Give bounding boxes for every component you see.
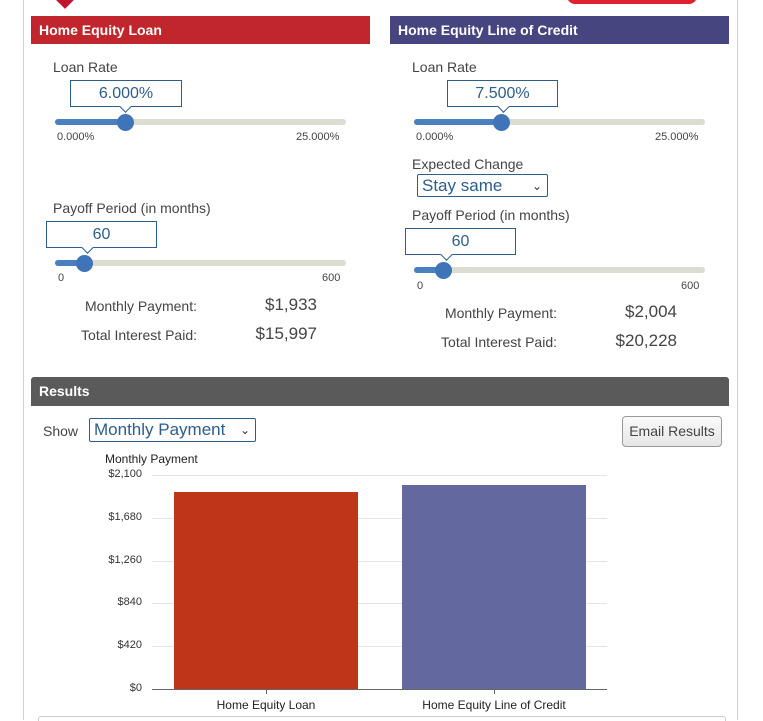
heloan-rate-max: 25.000% [296, 131, 340, 143]
chart-x-tick-label: Home Equity Loan [216, 698, 316, 712]
heloc-rate-max: 25.000% [655, 131, 699, 143]
heloan-rate-label: Loan Rate [53, 59, 118, 75]
heloan-period-min: 0 [58, 272, 65, 284]
frame-border-right [737, 0, 738, 720]
heloc-period-max: 600 [681, 280, 700, 292]
heloc-period-slider-fill [414, 267, 444, 273]
chevron-down-icon: ⌄ [531, 179, 542, 193]
chart-bar-home-equity-loan[interactable] [174, 492, 358, 689]
chart-x-axis [152, 689, 607, 690]
chart-gridline [152, 646, 607, 648]
heloc-header: Home Equity Line of Credit [390, 16, 729, 44]
show-select-value: Monthly Payment [94, 420, 226, 439]
heloc-period-slider-track[interactable] [414, 267, 705, 273]
bottom-panel-edge [38, 716, 726, 721]
chart-y-tick-label: $1,260 [108, 553, 142, 566]
heloc-monthly-value: $2,004 [625, 302, 677, 321]
chart-gridline [152, 475, 607, 476]
chart-gridline [152, 560, 607, 562]
heloc-period-min: 0 [417, 280, 424, 292]
heloc-change-select[interactable]: Stay same ⌄ [417, 174, 548, 197]
chart-y-tick-label: $840 [117, 596, 142, 609]
heloan-monthly-label: Monthly Payment: [84, 298, 197, 314]
heloc-rate-slider-fill [414, 119, 502, 125]
heloc-interest-label: Total Interest Paid: [441, 334, 557, 350]
heloc-change-label: Expected Change [412, 156, 524, 172]
heloc-monthly-label: Monthly Payment: [444, 305, 557, 321]
heloan-interest-label: Total Interest Paid: [81, 327, 197, 343]
show-label: Show [43, 423, 79, 439]
heloc-rate-label: Loan Rate [412, 59, 477, 75]
heloc-period-slider-handle[interactable] [435, 262, 453, 279]
heloc-period-label: Payoff Period (in months) [412, 207, 570, 223]
heloan-rate-min: 0.000% [57, 131, 95, 143]
heloc-interest-value: $20,228 [615, 331, 677, 350]
chart-y-tick-label: $2,100 [108, 468, 142, 480]
heloc-rate-slider-track[interactable] [414, 119, 705, 125]
chart-y-tick-label: $1,680 [108, 510, 142, 523]
heloan-rate-slider-fill [55, 119, 125, 125]
heloan-period-slider-handle[interactable] [76, 255, 94, 272]
chart-bar-home-equity-line-of-credit[interactable] [402, 484, 586, 689]
heloan-period-max: 600 [322, 272, 341, 284]
show-select[interactable]: Monthly Payment ⌄ [89, 418, 256, 442]
chart-x-tick-label: Home Equity Line of Credit [422, 698, 566, 712]
chart-y-tick-label: $0 [129, 682, 142, 694]
heloan-monthly-value: $1,933 [265, 295, 317, 314]
chart-title: Monthly Payment [105, 452, 198, 466]
email-results-button[interactable]: Email Results [622, 416, 722, 447]
heloan-period-value[interactable]: 60 [46, 221, 157, 248]
results-header: Results [31, 377, 729, 406]
heloan-period-label: Payoff Period (in months) [53, 200, 211, 216]
chart-y-tick-label: $420 [117, 639, 142, 652]
top-marker-icon [55, 0, 75, 9]
heloan-period-slider-track[interactable] [55, 260, 346, 266]
heloc-period-value[interactable]: 60 [405, 228, 516, 255]
heloc-rate-min: 0.000% [416, 131, 454, 143]
heloan-period-slider-fill [55, 260, 85, 266]
heloan-header: Home Equity Loan [31, 16, 370, 44]
heloan-interest-value: $15,997 [255, 324, 317, 343]
top-action-button[interactable] [567, 0, 697, 4]
chart-gridline [152, 517, 607, 519]
heloc-change-value: Stay same [422, 176, 503, 195]
chart-gridline [152, 603, 607, 605]
chevron-down-icon: ⌄ [239, 423, 250, 437]
frame-border-left [23, 0, 24, 720]
chart-x-tick [494, 689, 495, 694]
heloan-rate-slider-handle[interactable] [116, 114, 134, 131]
heloan-rate-slider-track[interactable] [55, 119, 346, 125]
heloc-rate-slider-handle[interactable] [493, 114, 511, 131]
chart-x-tick [266, 689, 267, 694]
